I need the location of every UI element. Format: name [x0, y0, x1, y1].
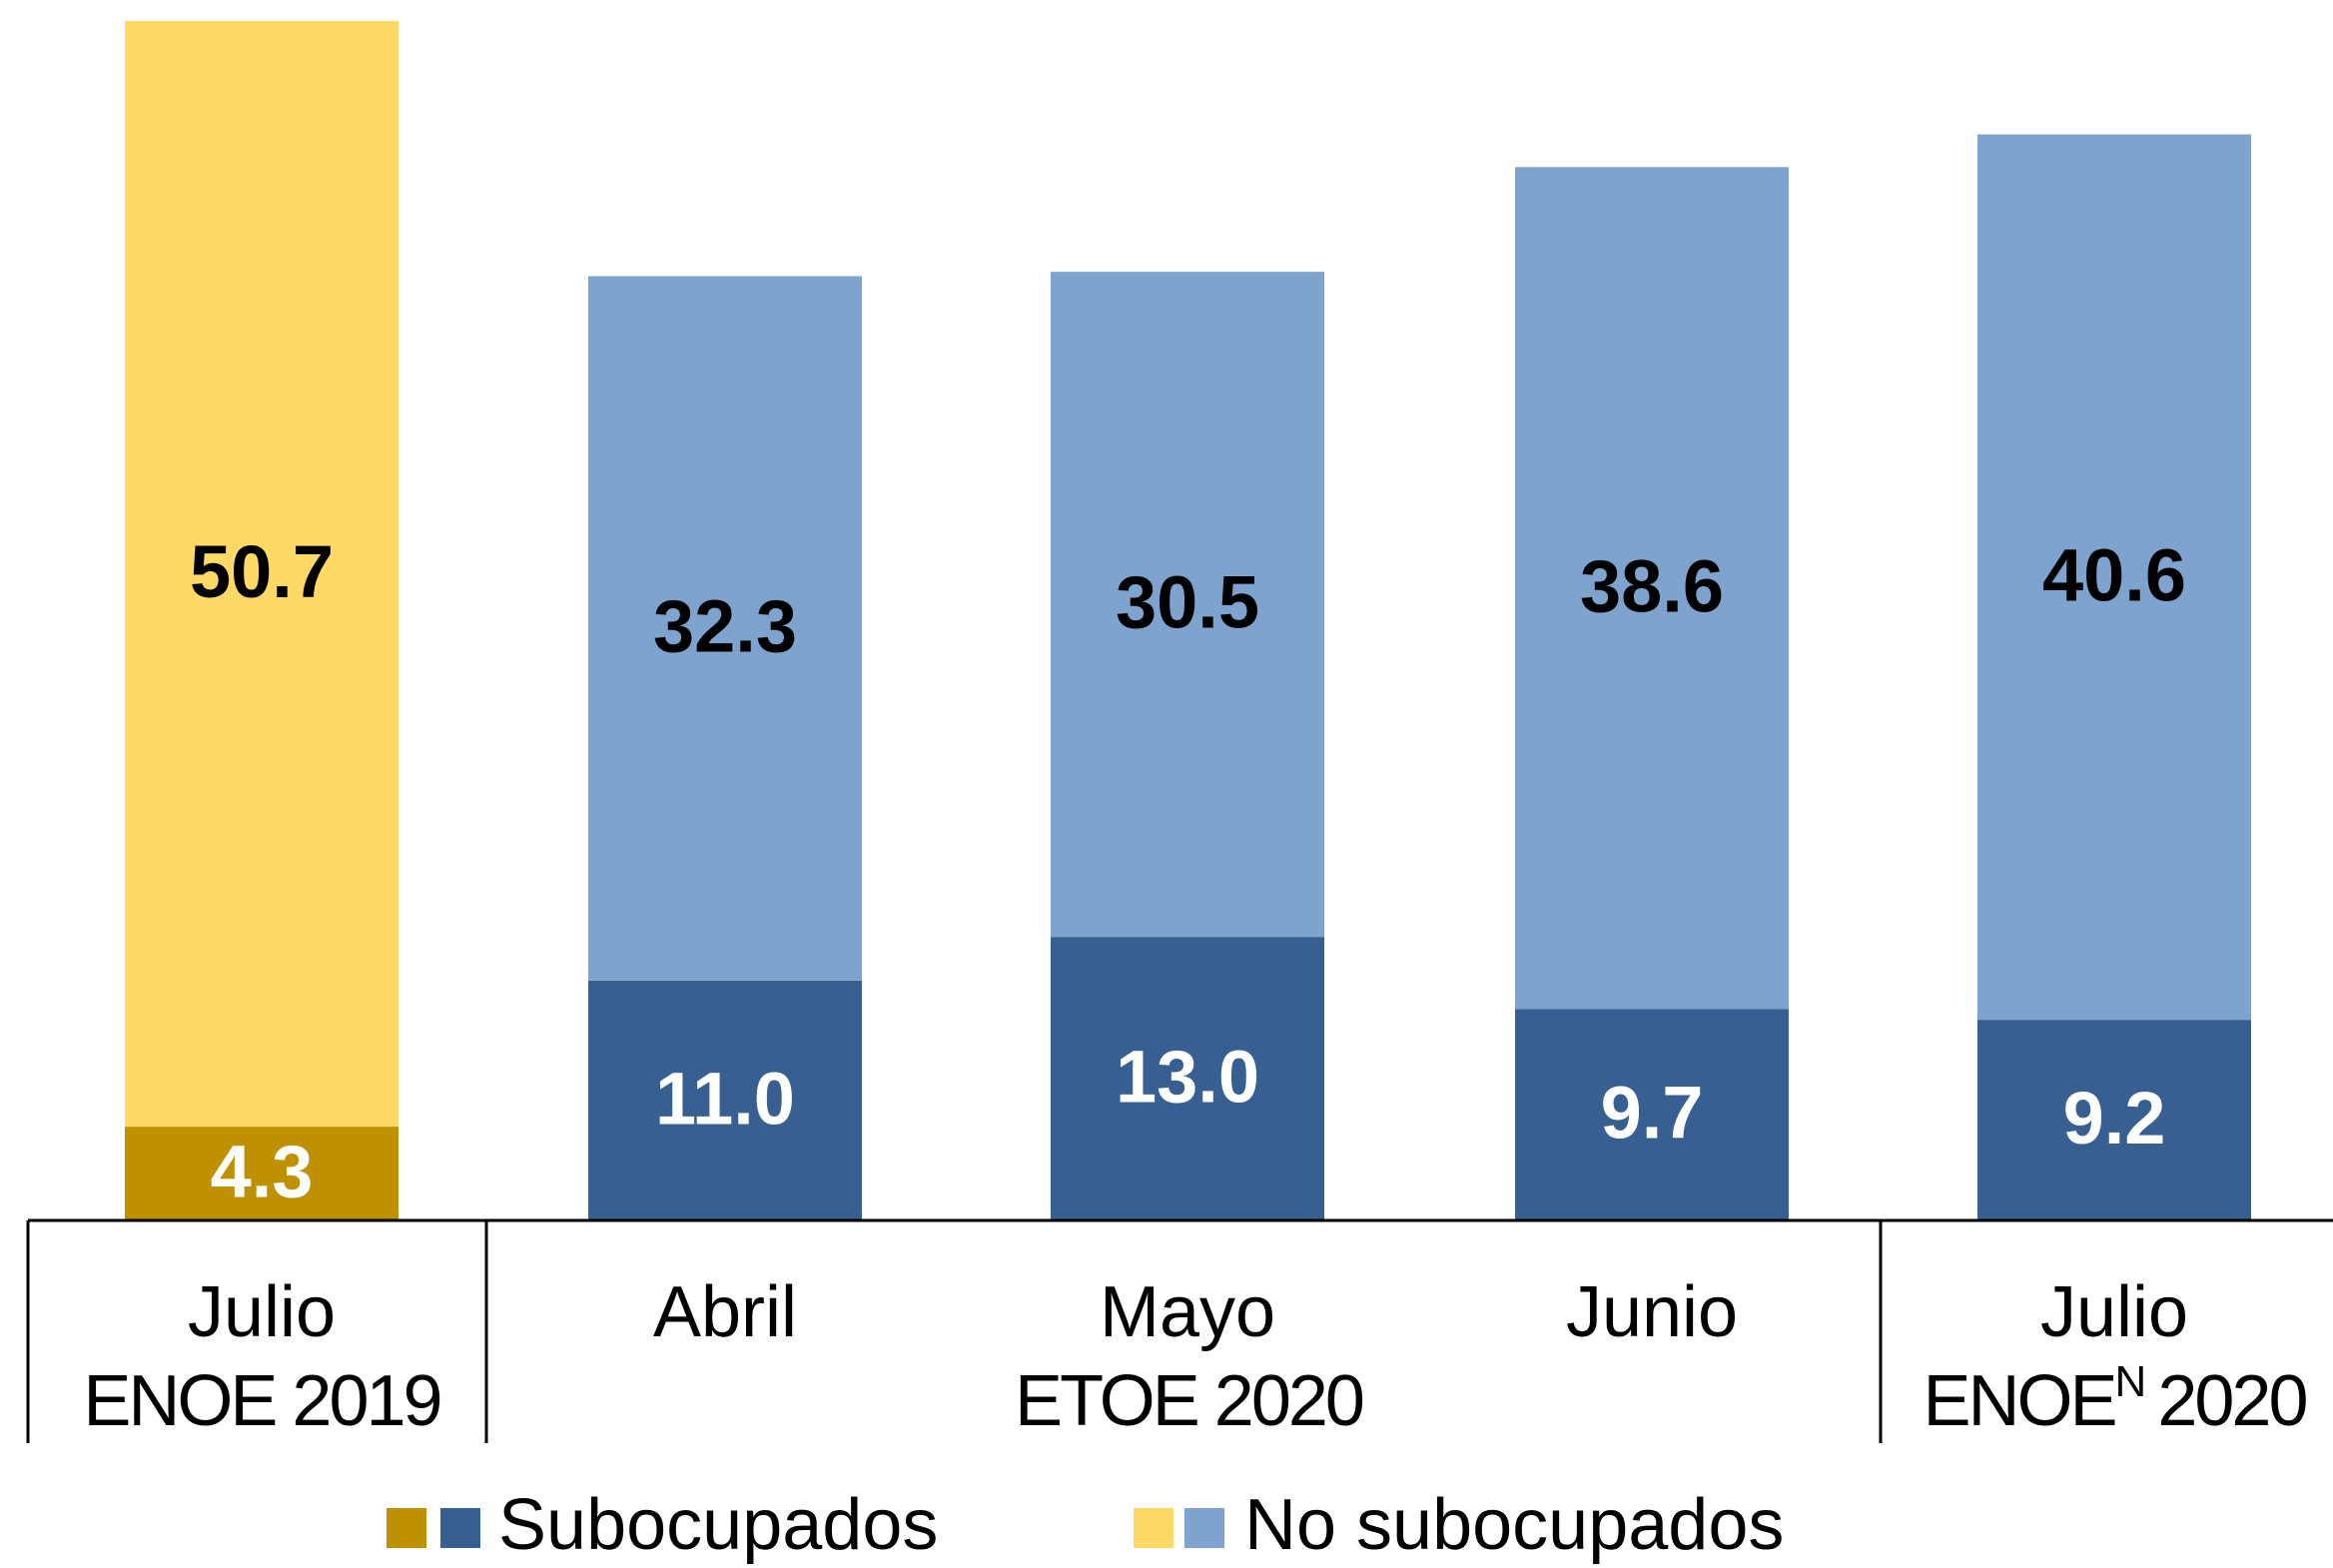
legend-swatch [1184, 1508, 1224, 1548]
value-label: 9.2 [2063, 1077, 2166, 1160]
x-tick-label: Julio [188, 1272, 336, 1352]
group-label-text: ENOE 2019 [83, 1361, 439, 1441]
bar-segment [588, 276, 862, 981]
x-tick-label: Mayo [1100, 1272, 1275, 1352]
value-label: 32.3 [653, 585, 797, 668]
value-label: 38.6 [1580, 544, 1724, 627]
legend-swatch [387, 1508, 426, 1548]
value-label: 40.6 [2042, 533, 2186, 616]
legend-swatch [1134, 1508, 1173, 1548]
group-label-superscript: N [2115, 1357, 2144, 1406]
legend-swatch [440, 1508, 480, 1548]
group-label-end: 2020 [2157, 1361, 2306, 1441]
bar-segment [588, 980, 862, 1220]
group-label-text: ETOE 2020 [1015, 1361, 1363, 1441]
value-label: 9.7 [1601, 1072, 1704, 1155]
bar-segment [125, 1127, 398, 1220]
group-label: ENOEN 2020 [1924, 1357, 2307, 1441]
group-label: ETOE 2020 [1015, 1361, 1363, 1441]
bar-segment [1051, 937, 1324, 1220]
value-label: 50.7 [190, 530, 334, 613]
value-label: 13.0 [1116, 1036, 1259, 1119]
bar-segment [125, 21, 398, 1128]
value-label: 30.5 [1116, 561, 1259, 644]
group-label: ENOE 2019 [83, 1361, 439, 1441]
bar-segment [1051, 272, 1324, 938]
group-label-text: ENOE [1924, 1361, 2115, 1441]
bar-segment [1515, 1009, 1789, 1220]
legend-label: No subocupados [1244, 1485, 1784, 1565]
legend-label: Subocupados [498, 1485, 938, 1565]
value-label: 11.0 [655, 1057, 795, 1140]
x-tick-label: Junio [1566, 1272, 1738, 1352]
bar-segment [1977, 1020, 2251, 1220]
bar-segment [1977, 134, 2251, 1021]
value-label: 4.3 [211, 1131, 314, 1213]
bar-segment [1515, 167, 1789, 1010]
x-tick-label: Abril [653, 1272, 797, 1352]
x-tick-label: Julio [2040, 1272, 2188, 1352]
